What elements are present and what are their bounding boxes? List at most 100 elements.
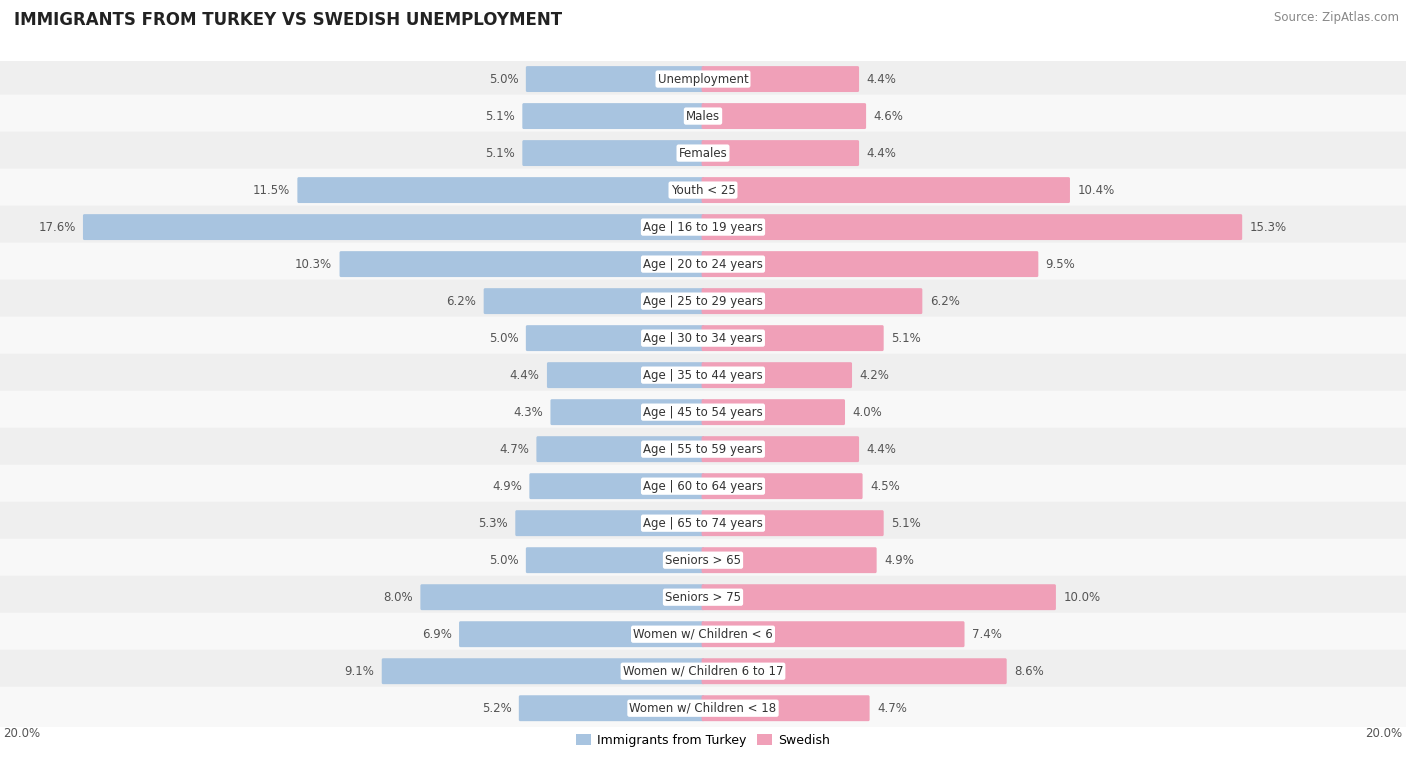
Text: Age | 30 to 34 years: Age | 30 to 34 years — [643, 332, 763, 344]
Text: 5.0%: 5.0% — [489, 73, 519, 86]
Text: Source: ZipAtlas.com: Source: ZipAtlas.com — [1274, 11, 1399, 24]
Text: Age | 60 to 64 years: Age | 60 to 64 years — [643, 480, 763, 493]
Text: Seniors > 65: Seniors > 65 — [665, 553, 741, 567]
FancyBboxPatch shape — [83, 214, 704, 240]
FancyBboxPatch shape — [0, 465, 1406, 508]
FancyBboxPatch shape — [537, 436, 704, 462]
FancyBboxPatch shape — [523, 140, 704, 166]
Text: 7.4%: 7.4% — [972, 628, 1001, 640]
Text: 4.5%: 4.5% — [870, 480, 900, 493]
FancyBboxPatch shape — [702, 659, 1007, 684]
FancyBboxPatch shape — [519, 695, 704, 721]
FancyBboxPatch shape — [0, 391, 1406, 434]
FancyBboxPatch shape — [458, 621, 704, 647]
Text: 4.4%: 4.4% — [866, 443, 896, 456]
FancyBboxPatch shape — [420, 584, 704, 610]
FancyBboxPatch shape — [0, 206, 1406, 248]
Text: 5.1%: 5.1% — [891, 517, 921, 530]
FancyBboxPatch shape — [702, 362, 852, 388]
Text: 6.2%: 6.2% — [447, 294, 477, 307]
Text: 20.0%: 20.0% — [4, 727, 41, 740]
Text: 5.3%: 5.3% — [478, 517, 508, 530]
Text: 5.1%: 5.1% — [485, 110, 515, 123]
Text: Unemployment: Unemployment — [658, 73, 748, 86]
Text: Males: Males — [686, 110, 720, 123]
Text: 4.4%: 4.4% — [866, 73, 896, 86]
Text: 15.3%: 15.3% — [1250, 220, 1286, 234]
FancyBboxPatch shape — [702, 214, 1243, 240]
FancyBboxPatch shape — [526, 326, 704, 351]
Text: 8.6%: 8.6% — [1014, 665, 1043, 678]
Text: 10.3%: 10.3% — [295, 257, 332, 270]
FancyBboxPatch shape — [0, 576, 1406, 618]
FancyBboxPatch shape — [702, 621, 965, 647]
FancyBboxPatch shape — [0, 502, 1406, 544]
FancyBboxPatch shape — [702, 288, 922, 314]
FancyBboxPatch shape — [547, 362, 704, 388]
FancyBboxPatch shape — [0, 169, 1406, 211]
Text: 4.9%: 4.9% — [492, 480, 522, 493]
Text: Age | 25 to 29 years: Age | 25 to 29 years — [643, 294, 763, 307]
Text: 4.7%: 4.7% — [877, 702, 907, 715]
Text: 5.2%: 5.2% — [482, 702, 512, 715]
Text: 4.9%: 4.9% — [884, 553, 914, 567]
Text: 5.0%: 5.0% — [489, 553, 519, 567]
FancyBboxPatch shape — [0, 316, 1406, 360]
FancyBboxPatch shape — [529, 473, 704, 499]
Text: 9.1%: 9.1% — [344, 665, 374, 678]
Text: Age | 45 to 54 years: Age | 45 to 54 years — [643, 406, 763, 419]
Text: 5.1%: 5.1% — [891, 332, 921, 344]
FancyBboxPatch shape — [0, 95, 1406, 138]
FancyBboxPatch shape — [0, 132, 1406, 175]
Text: 6.9%: 6.9% — [422, 628, 451, 640]
FancyBboxPatch shape — [484, 288, 704, 314]
Text: 17.6%: 17.6% — [38, 220, 76, 234]
FancyBboxPatch shape — [702, 103, 866, 129]
Text: Women w/ Children < 6: Women w/ Children < 6 — [633, 628, 773, 640]
FancyBboxPatch shape — [702, 510, 884, 536]
Text: 4.3%: 4.3% — [513, 406, 543, 419]
Text: Youth < 25: Youth < 25 — [671, 184, 735, 197]
Text: IMMIGRANTS FROM TURKEY VS SWEDISH UNEMPLOYMENT: IMMIGRANTS FROM TURKEY VS SWEDISH UNEMPL… — [14, 11, 562, 30]
FancyBboxPatch shape — [382, 659, 704, 684]
Text: 11.5%: 11.5% — [253, 184, 290, 197]
Text: 8.0%: 8.0% — [384, 590, 413, 603]
FancyBboxPatch shape — [0, 428, 1406, 471]
Text: 9.5%: 9.5% — [1046, 257, 1076, 270]
FancyBboxPatch shape — [702, 177, 1070, 203]
Text: 5.1%: 5.1% — [485, 147, 515, 160]
Text: Women w/ Children < 18: Women w/ Children < 18 — [630, 702, 776, 715]
Text: 4.2%: 4.2% — [859, 369, 889, 382]
FancyBboxPatch shape — [298, 177, 704, 203]
Text: Age | 16 to 19 years: Age | 16 to 19 years — [643, 220, 763, 234]
FancyBboxPatch shape — [515, 510, 704, 536]
Text: Age | 20 to 24 years: Age | 20 to 24 years — [643, 257, 763, 270]
FancyBboxPatch shape — [0, 687, 1406, 730]
FancyBboxPatch shape — [0, 539, 1406, 581]
FancyBboxPatch shape — [551, 399, 704, 425]
Text: 6.2%: 6.2% — [929, 294, 959, 307]
FancyBboxPatch shape — [523, 103, 704, 129]
Text: Seniors > 75: Seniors > 75 — [665, 590, 741, 603]
FancyBboxPatch shape — [0, 650, 1406, 693]
FancyBboxPatch shape — [702, 140, 859, 166]
FancyBboxPatch shape — [702, 436, 859, 462]
Text: 10.4%: 10.4% — [1077, 184, 1115, 197]
Text: Age | 65 to 74 years: Age | 65 to 74 years — [643, 517, 763, 530]
FancyBboxPatch shape — [0, 612, 1406, 656]
FancyBboxPatch shape — [702, 399, 845, 425]
Text: Age | 55 to 59 years: Age | 55 to 59 years — [643, 443, 763, 456]
FancyBboxPatch shape — [702, 473, 863, 499]
Text: 4.7%: 4.7% — [499, 443, 529, 456]
FancyBboxPatch shape — [702, 66, 859, 92]
FancyBboxPatch shape — [0, 279, 1406, 322]
FancyBboxPatch shape — [702, 251, 1039, 277]
Text: 4.6%: 4.6% — [873, 110, 903, 123]
Text: Females: Females — [679, 147, 727, 160]
FancyBboxPatch shape — [340, 251, 704, 277]
Text: 20.0%: 20.0% — [1365, 727, 1402, 740]
FancyBboxPatch shape — [526, 547, 704, 573]
FancyBboxPatch shape — [0, 58, 1406, 101]
FancyBboxPatch shape — [702, 584, 1056, 610]
FancyBboxPatch shape — [702, 326, 884, 351]
